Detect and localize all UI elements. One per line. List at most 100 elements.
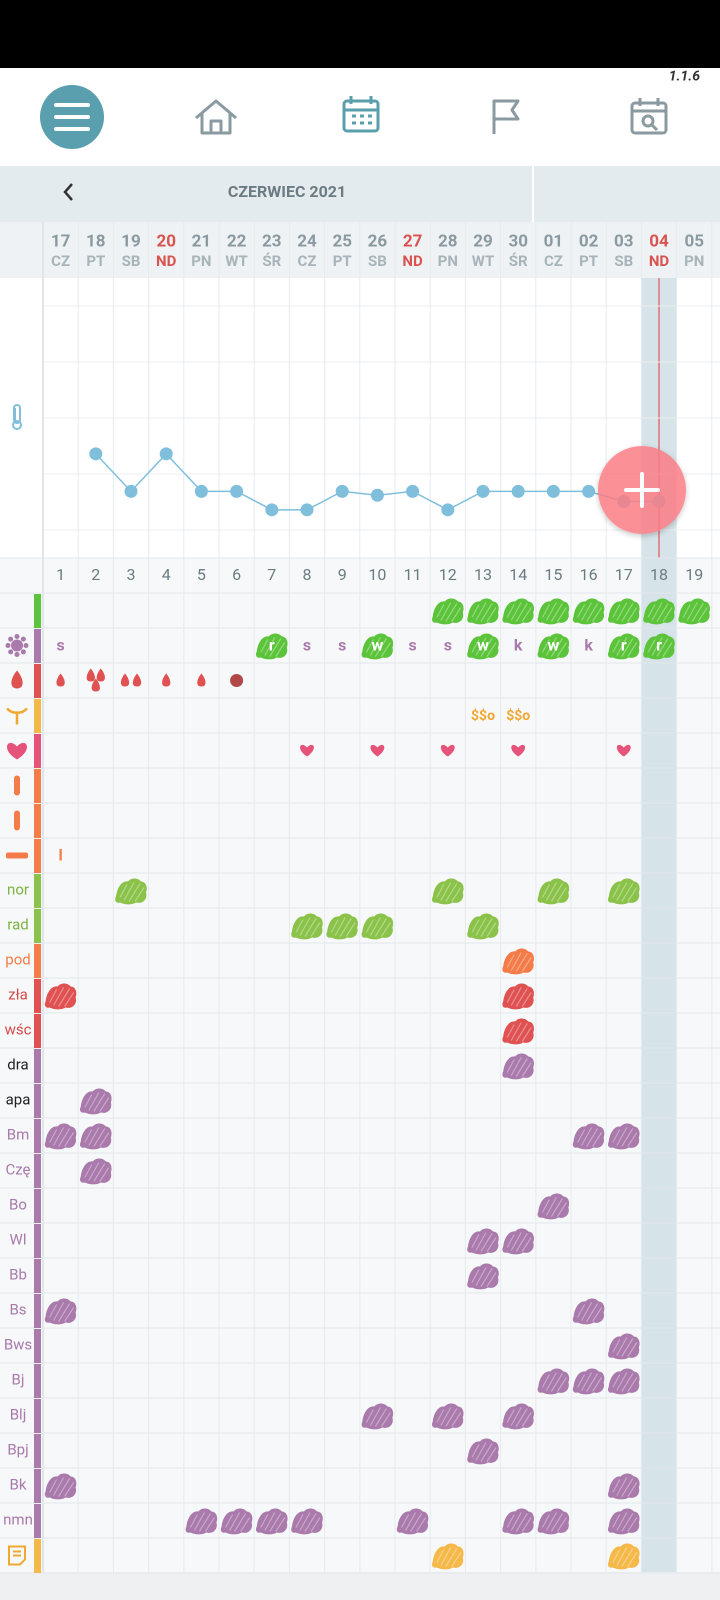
cycle-day: 19 [685,565,703,584]
cell-label: r [656,636,662,655]
test-icon [14,775,20,796]
row-color-bar [34,804,41,838]
test-strip-icon [6,852,28,859]
date: 25 [332,231,352,251]
weekday: SB [614,252,633,270]
date: 27 [403,231,423,251]
cycle-day: 5 [197,565,206,584]
temperature-point [441,503,455,517]
blood-mark [120,673,142,687]
cycle-day: 9 [338,565,347,584]
blood-mark [197,673,206,687]
cell-label: s [56,636,64,655]
heart [440,744,455,757]
icon-part [14,652,20,657]
cycle-day: 6 [232,565,241,584]
drop [162,673,171,687]
row-label: Czę [5,1160,30,1178]
cell-label: w [372,636,384,655]
row-color-bar [34,1154,41,1188]
row-label: nor [7,880,29,898]
cycle-day: 2 [91,565,100,584]
row-label: Bk [10,1475,27,1493]
heart [300,744,314,757]
test-icon [14,810,20,831]
calendar-search-icon[interactable] [630,98,668,135]
temperature-point [546,484,560,498]
row-label: wśc [5,1020,32,1038]
date: 24 [297,231,317,251]
menu-button[interactable] [40,85,104,149]
cycle-day: 4 [162,565,171,584]
date: 04 [649,231,669,251]
drop [96,668,105,682]
cycle-day: 13 [474,565,492,584]
temperature-point [194,484,208,498]
cycle-day: 17 [615,565,633,584]
drop [86,668,95,682]
cycle-day: 7 [267,565,276,584]
cycle-day: 10 [368,565,386,584]
row-label: Bj [12,1370,25,1388]
icon-part [20,649,26,655]
weekday: WT [472,252,495,270]
temperature-point [511,484,525,498]
cycle-day: 8 [303,565,312,584]
temperature-point [370,488,384,502]
row-color-bar [34,629,41,663]
weekday: ŚR [509,252,528,270]
cell-label: $$o [506,707,530,724]
weekday: PN [684,252,704,270]
row-label: Bm [7,1125,30,1143]
row-color-bar [34,1399,41,1433]
month-title: CZERWIEC 2021 [228,182,346,201]
cycle-day: 16 [580,565,598,584]
row-color-bar [34,1119,41,1153]
heart [616,744,631,757]
home-icon[interactable] [195,99,237,135]
cell-label: s [408,636,416,655]
cell-label: k [514,636,523,655]
weekday: CZ [544,252,563,270]
row-label: Bo [9,1195,27,1213]
row-color-bar [34,594,41,628]
icon-part [8,649,14,655]
cell-label: s [444,636,452,655]
date: 18 [86,231,106,251]
version: 1.1.6 [669,69,700,85]
weekday: ND [156,252,177,270]
weekday: CZ [298,252,317,270]
row-color-bar [34,1504,41,1538]
row-color-bar [34,944,41,978]
date: 26 [368,231,388,251]
weekday: CZ [51,252,70,270]
temperature-point [300,503,314,517]
weekday: PN [438,252,458,270]
row-color-bar [34,1049,41,1083]
cell-label: w [548,636,560,655]
calendar-icon[interactable] [342,96,380,133]
drop-icon [11,670,23,689]
cycle-day: 14 [509,565,527,584]
flag-icon[interactable] [492,99,520,134]
cell-label: k [584,636,593,655]
temperature-point [582,484,596,498]
cycle-day: 11 [404,565,422,584]
date: 03 [614,231,634,251]
row-color-bar [34,664,41,698]
row-label: Bs [9,1300,26,1318]
add-button[interactable] [598,446,686,534]
row-color-bar [34,839,41,873]
row-color-bar [34,1364,41,1398]
drop [91,678,100,692]
row-label: Blj [10,1405,27,1423]
status-bar [0,0,720,68]
spot [230,674,244,687]
row-color-bar [34,1189,41,1223]
drop [120,673,130,687]
back-button[interactable] [63,183,73,201]
bottom-bar [0,1572,720,1600]
temperature-point [124,484,138,498]
row-color-bar [34,1259,41,1293]
